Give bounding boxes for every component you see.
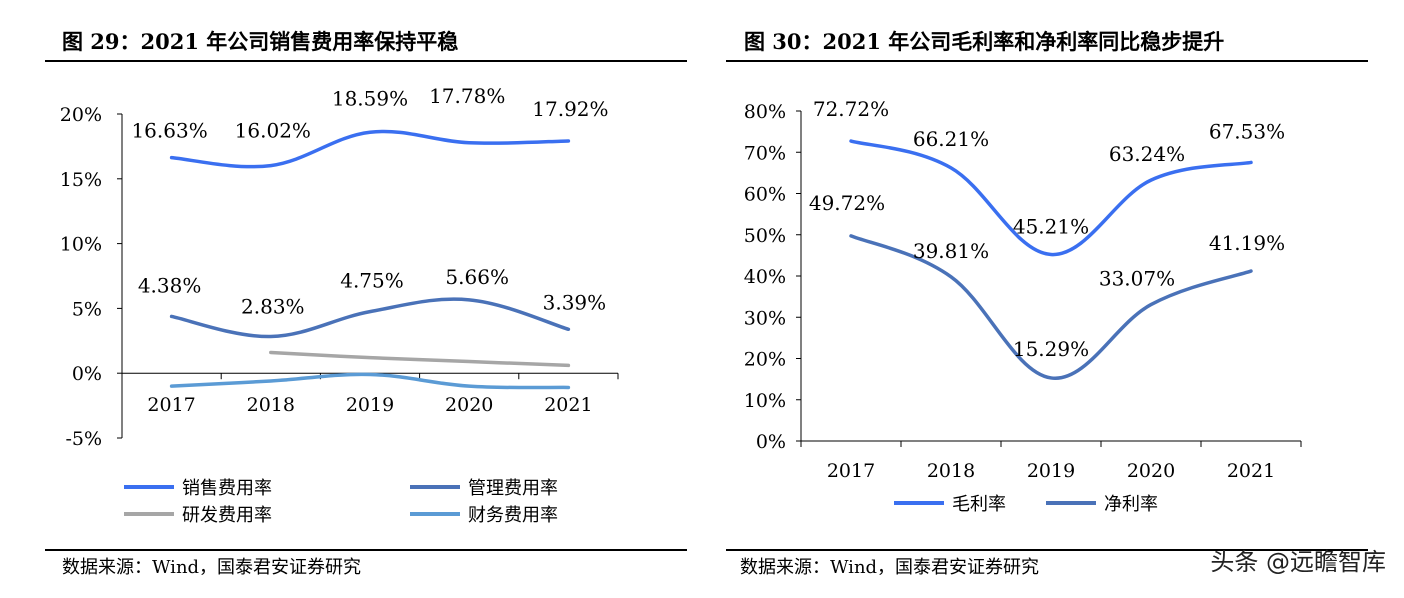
right-source-rule <box>726 549 1368 551</box>
left-data-label: 16.02% <box>235 119 311 143</box>
right-data-label: 67.53% <box>1209 119 1285 143</box>
left-x-tick-label: 2020 <box>445 394 493 416</box>
right-series-line-2 <box>849 234 1253 380</box>
left-y-tick-label: -5% <box>65 428 102 450</box>
right-y-tick-label: 20% <box>744 349 786 371</box>
watermark-text: 头条 @远瞻智库 <box>1210 548 1386 576</box>
right-x-tick-label: 2021 <box>1227 460 1275 482</box>
right-x-tick-label: 2017 <box>827 460 875 482</box>
right-line-chart: 80% 70% 60% 50% 40% 30% 20% 10% 0% 2017 2018 2019 20… <box>744 97 1302 515</box>
right-x-tick-label: 2018 <box>927 460 975 482</box>
right-y-tick-label: 60% <box>744 184 786 206</box>
left-legend-label: 销售费用率 <box>182 478 272 499</box>
right-data-label: 72.72% <box>813 97 889 121</box>
right-data-label: 66.21% <box>913 127 989 151</box>
left-data-label: 5.66% <box>445 265 509 289</box>
right-data-label: 45.21% <box>1013 215 1089 239</box>
left-data-label: 4.38% <box>138 273 202 297</box>
left-y-tick-label: 15% <box>60 169 102 191</box>
left-series-line-4 <box>169 372 571 390</box>
left-legend-label: 管理费用率 <box>468 478 558 499</box>
right-y-tick-label: 40% <box>744 266 786 288</box>
left-y-tick-label: 10% <box>60 234 102 256</box>
right-y-tick-label: 30% <box>744 307 786 329</box>
left-figure-panel: 图 29：2021 年公司销售费用率保持平稳 20% 15% 10% 5% 0% -5% 2… <box>0 0 700 598</box>
left-source-note: 数据来源：Wind，国泰君安证券研究 <box>62 557 362 578</box>
left-series-line-1 <box>169 129 571 169</box>
right-data-label: 63.24% <box>1109 142 1185 166</box>
right-y-tick-label: 10% <box>744 390 786 412</box>
right-y-tick-label: 0% <box>756 431 786 453</box>
right-y-tick-label: 80% <box>744 101 786 123</box>
left-data-label: 4.75% <box>340 269 404 293</box>
left-line-chart: 20% 15% 10% 5% 0% -5% 2017 2018 2019 2020 2021 16.6… <box>60 84 619 526</box>
left-legend-label: 财务费用率 <box>468 505 558 526</box>
left-y-tick-label: 5% <box>72 298 102 320</box>
left-x-tick-label: 2017 <box>147 394 195 416</box>
left-data-label: 18.59% <box>332 86 408 110</box>
right-series-line-1 <box>849 139 1253 257</box>
left-data-label: 3.39% <box>543 290 607 314</box>
right-legend-label: 净利率 <box>1104 494 1158 515</box>
left-title-rule <box>45 60 687 62</box>
left-data-label: 2.83% <box>241 295 305 319</box>
left-series-line-3 <box>269 350 571 368</box>
right-data-label: 39.81% <box>913 239 989 263</box>
left-legend-label: 研发费用率 <box>182 505 272 526</box>
right-data-label: 33.07% <box>1099 267 1175 291</box>
right-x-tick-label: 2020 <box>1127 460 1175 482</box>
left-data-label: 17.78% <box>429 84 505 108</box>
left-source-rule <box>45 549 687 551</box>
right-legend-label: 毛利率 <box>952 494 1006 515</box>
right-data-label: 41.19% <box>1209 231 1285 255</box>
right-data-label: 49.72% <box>809 191 885 215</box>
left-x-tick-label: 2019 <box>346 394 394 416</box>
left-x-tick-label: 2018 <box>247 394 295 416</box>
right-figure-title: 图 30：2021 年公司毛利率和净利率同比稳步提升 <box>744 29 1225 54</box>
right-figure-panel: 图 30：2021 年公司毛利率和净利率同比稳步提升 80% 70% 60% 50% 4… <box>700 0 1404 598</box>
left-y-tick-label: 0% <box>72 363 102 385</box>
right-source-note: 数据来源：Wind，国泰君安证券研究 <box>740 557 1040 578</box>
right-title-rule <box>726 60 1368 62</box>
right-data-label: 15.29% <box>1013 337 1089 361</box>
left-data-label: 16.63% <box>131 119 207 143</box>
right-y-tick-label: 50% <box>744 225 786 247</box>
left-figure-title: 图 29：2021 年公司销售费用率保持平稳 <box>62 29 459 54</box>
right-y-tick-label: 70% <box>744 142 786 164</box>
right-x-tick-label: 2019 <box>1027 460 1075 482</box>
left-y-tick-label: 20% <box>60 104 102 126</box>
left-x-tick-label: 2021 <box>544 394 592 416</box>
left-series-line-2 <box>169 297 571 339</box>
left-data-label: 17.92% <box>532 97 608 121</box>
